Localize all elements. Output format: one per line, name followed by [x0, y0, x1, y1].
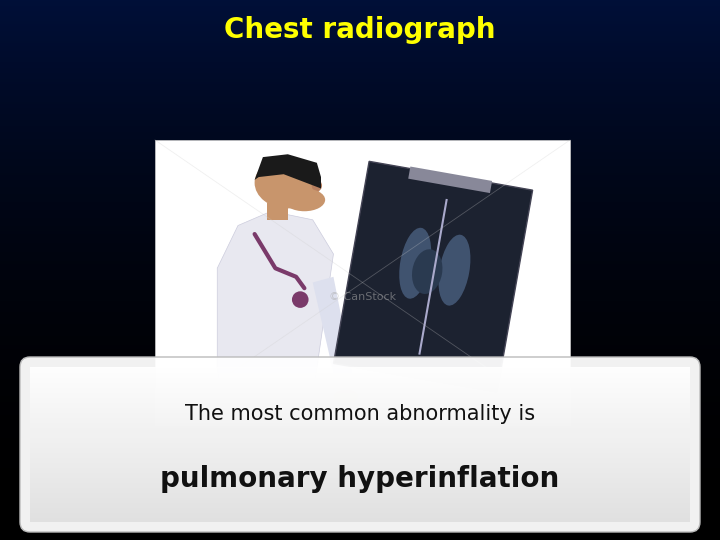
Ellipse shape: [255, 157, 321, 208]
Bar: [267, 202, 288, 220]
Ellipse shape: [284, 188, 325, 211]
Bar: [408, 166, 492, 193]
Polygon shape: [225, 268, 258, 382]
Ellipse shape: [312, 180, 322, 191]
Ellipse shape: [399, 228, 431, 299]
Ellipse shape: [438, 235, 470, 306]
Circle shape: [292, 291, 309, 308]
Polygon shape: [255, 154, 321, 188]
Text: The most common abnormality is: The most common abnormality is: [185, 403, 535, 423]
Polygon shape: [312, 277, 354, 391]
Ellipse shape: [412, 249, 443, 294]
Text: pulmonary hyperinflation: pulmonary hyperinflation: [161, 464, 559, 492]
Text: Chest radiograph: Chest radiograph: [224, 16, 496, 44]
Bar: [333, 161, 533, 392]
Bar: [155, 140, 570, 425]
Ellipse shape: [333, 389, 359, 403]
Polygon shape: [217, 211, 333, 425]
FancyBboxPatch shape: [20, 357, 700, 532]
Text: © CanStock: © CanStock: [329, 292, 396, 302]
